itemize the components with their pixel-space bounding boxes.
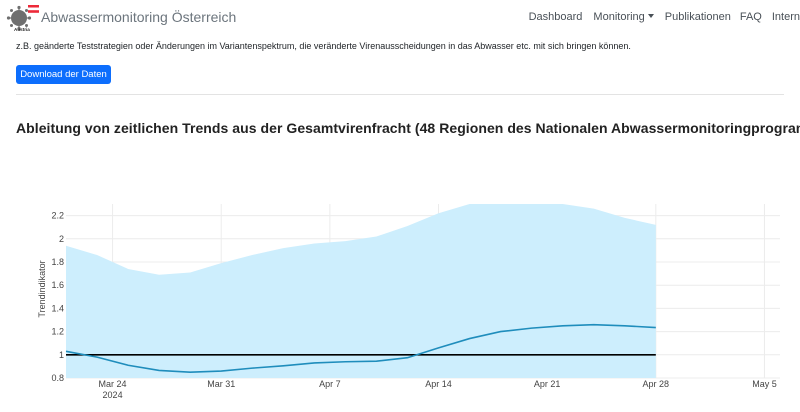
y-tick-label: 1.8 <box>51 257 64 267</box>
nav-intern[interactable]: Intern <box>771 11 800 23</box>
y-tick-label: 2 <box>59 234 64 244</box>
navbar: Austria Abwassermonitoring Österreich Da… <box>0 0 800 36</box>
x-year-label: 2024 <box>103 390 123 400</box>
x-tick-label: May 5 <box>752 379 777 389</box>
logo-text: Austria <box>14 27 30 32</box>
x-tick-label: Mar 31 <box>207 379 235 389</box>
x-tick-label: Mar 24 <box>99 379 127 389</box>
y-tick-label: 1.4 <box>51 303 64 313</box>
nav-publikationen[interactable]: Publikationen <box>664 11 731 23</box>
nav-dashboard[interactable]: Dashboard <box>528 11 583 23</box>
trend-line <box>65 323 656 374</box>
y-tick-label: 1.2 <box>51 327 64 337</box>
divider <box>16 94 784 95</box>
virus-icon: Austria <box>6 5 39 32</box>
nav-faq[interactable]: FAQ <box>739 11 762 23</box>
y-tick-label: 1 <box>59 350 64 360</box>
nav-monitoring-label: Monitoring <box>593 11 645 23</box>
brand-title[interactable]: Abwassermonitoring Österreich <box>41 9 237 25</box>
x-tick-label: Apr 21 <box>534 379 561 389</box>
section-title: Ableitung von zeitlichen Trends aus der … <box>16 120 800 136</box>
trend-chart[interactable]: 0.8 1 1.2 1.4 1.6 1.8 2 2.2 Mar 24 Mar 31 Apr 7 Ap… <box>0 190 800 412</box>
main-nav: Dashboard Monitoring Publikationen FAQ I… <box>529 11 800 23</box>
x-tick-label: Apr 14 <box>425 379 452 389</box>
y-tick-label: 0.8 <box>51 373 64 383</box>
austria-logo[interactable]: Austria <box>6 4 40 32</box>
y-tick-labels: 0.8 1 1.2 1.4 1.6 1.8 2 2.2 <box>51 211 64 383</box>
x-tick-label: Apr 28 <box>643 379 670 389</box>
caret-down-icon <box>647 14 654 18</box>
y-tick-label: 1.6 <box>51 280 64 290</box>
download-data-button[interactable]: Download der Daten <box>16 65 111 84</box>
nav-monitoring[interactable]: Monitoring <box>593 11 654 23</box>
confidence-band <box>66 204 656 378</box>
y-tick-label: 2.2 <box>51 211 64 221</box>
x-tick-label: Apr 7 <box>319 379 341 389</box>
x-tick-labels: Mar 24 Mar 31 Apr 7 Apr 14 Apr 21 Apr 28 May 5… <box>99 379 777 400</box>
intro-text: z.B. geänderte Teststrategien oder Änder… <box>16 41 631 51</box>
y-axis-label: Trendindikator <box>37 260 47 317</box>
